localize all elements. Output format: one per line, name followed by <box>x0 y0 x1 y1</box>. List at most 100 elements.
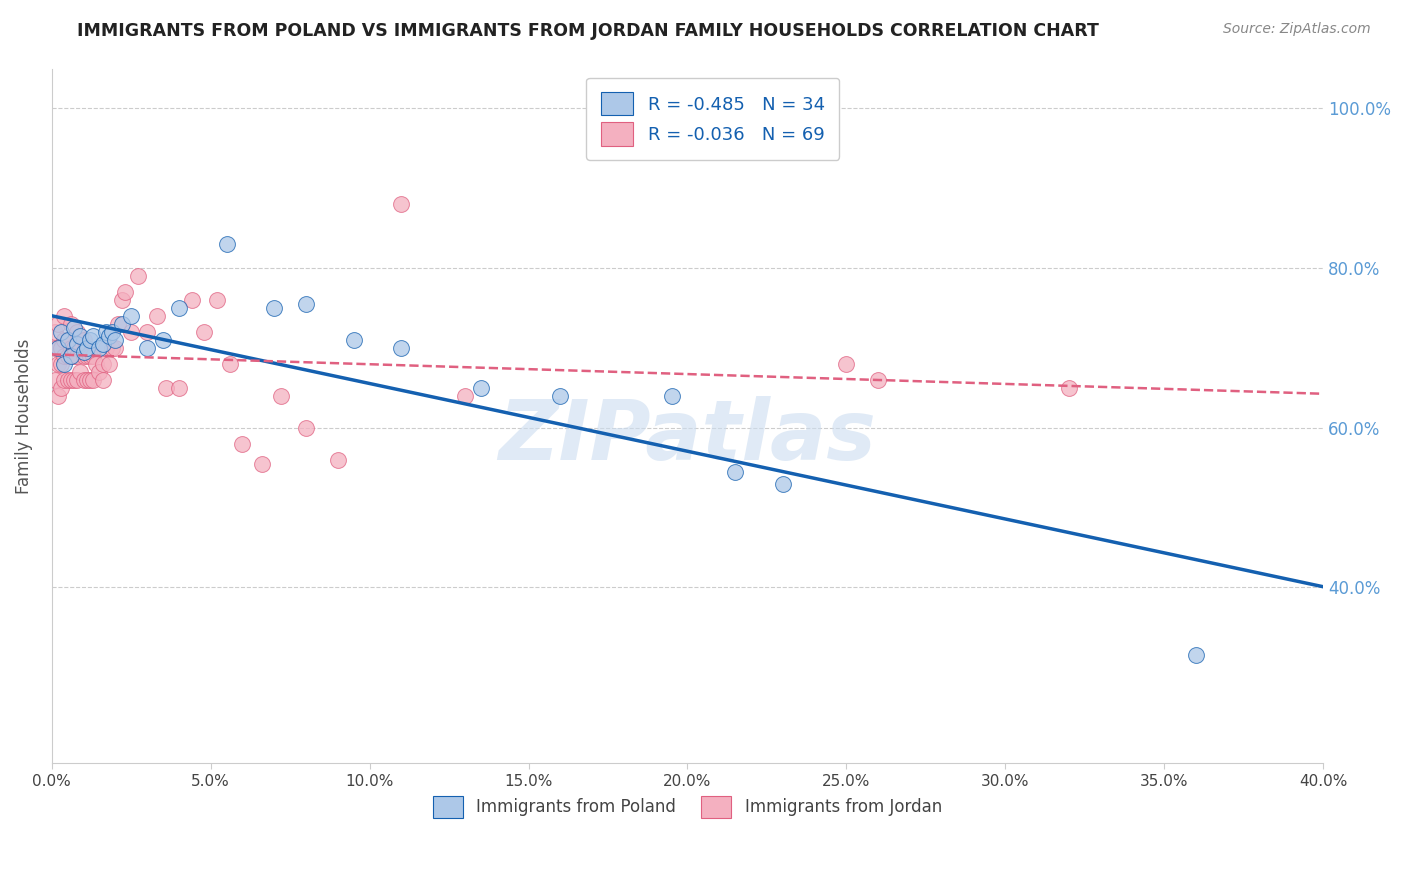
Point <box>101 325 124 339</box>
Point <box>46 341 69 355</box>
Point <box>136 325 159 339</box>
Point <box>51 325 73 339</box>
Point <box>835 357 858 371</box>
Point <box>94 325 117 339</box>
Text: ZIPatlas: ZIPatlas <box>499 396 876 477</box>
Point <box>270 389 292 403</box>
Point <box>97 357 120 371</box>
Point <box>56 333 79 347</box>
Text: Source: ZipAtlas.com: Source: ZipAtlas.com <box>1223 22 1371 37</box>
Point <box>724 465 747 479</box>
Point <box>94 341 117 355</box>
Point <box>72 349 94 363</box>
Point <box>59 349 82 363</box>
Point <box>218 357 240 371</box>
Point <box>155 381 177 395</box>
Point <box>69 329 91 343</box>
Point <box>205 293 228 307</box>
Point <box>79 333 101 347</box>
Point <box>454 389 477 403</box>
Point <box>63 341 86 355</box>
Legend: Immigrants from Poland, Immigrants from Jordan: Immigrants from Poland, Immigrants from … <box>426 789 949 824</box>
Point <box>167 301 190 315</box>
Point <box>111 293 134 307</box>
Point <box>63 321 86 335</box>
Point <box>46 317 69 331</box>
Point <box>76 349 98 363</box>
Point <box>59 349 82 363</box>
Point <box>53 309 76 323</box>
Point <box>193 325 215 339</box>
Point <box>79 373 101 387</box>
Point <box>56 333 79 347</box>
Point <box>120 325 142 339</box>
Point <box>66 349 89 363</box>
Point <box>56 373 79 387</box>
Point <box>1185 648 1208 663</box>
Point <box>46 341 69 355</box>
Point <box>66 325 89 339</box>
Point <box>231 436 253 450</box>
Point <box>53 349 76 363</box>
Point <box>59 341 82 355</box>
Point <box>72 345 94 359</box>
Point <box>470 381 492 395</box>
Point <box>343 333 366 347</box>
Point <box>326 452 349 467</box>
Point <box>69 341 91 355</box>
Point <box>104 341 127 355</box>
Point <box>250 457 273 471</box>
Point <box>91 357 114 371</box>
Point <box>91 373 114 387</box>
Point <box>661 389 683 403</box>
Point <box>152 333 174 347</box>
Point <box>53 333 76 347</box>
Point <box>89 365 111 379</box>
Point <box>104 333 127 347</box>
Point <box>44 325 66 339</box>
Point <box>44 373 66 387</box>
Point <box>114 285 136 299</box>
Point <box>84 357 107 371</box>
Point <box>59 317 82 331</box>
Point <box>53 357 76 371</box>
Point <box>44 341 66 355</box>
Point <box>868 373 890 387</box>
Point <box>91 337 114 351</box>
Point <box>63 349 86 363</box>
Point <box>76 341 98 355</box>
Point <box>89 341 111 355</box>
Point <box>263 301 285 315</box>
Point <box>51 341 73 355</box>
Point <box>180 293 202 307</box>
Point <box>82 329 104 343</box>
Point <box>107 317 129 331</box>
Point <box>51 381 73 395</box>
Point <box>101 341 124 355</box>
Point <box>72 333 94 347</box>
Point <box>295 421 318 435</box>
Point <box>97 329 120 343</box>
Point <box>66 373 89 387</box>
Point <box>56 349 79 363</box>
Point <box>1057 381 1080 395</box>
Point <box>127 269 149 284</box>
Point <box>46 357 69 371</box>
Point <box>136 341 159 355</box>
Point <box>111 317 134 331</box>
Point <box>389 341 412 355</box>
Point <box>389 197 412 211</box>
Point <box>76 373 98 387</box>
Text: IMMIGRANTS FROM POLAND VS IMMIGRANTS FROM JORDAN FAMILY HOUSEHOLDS CORRELATION C: IMMIGRANTS FROM POLAND VS IMMIGRANTS FRO… <box>77 22 1099 40</box>
Point <box>72 373 94 387</box>
Point <box>120 309 142 323</box>
Point <box>53 373 76 387</box>
Point <box>79 349 101 363</box>
Point <box>46 389 69 403</box>
Point <box>167 381 190 395</box>
Point <box>215 237 238 252</box>
Point <box>295 297 318 311</box>
Point <box>66 337 89 351</box>
Point <box>82 373 104 387</box>
Point <box>772 476 794 491</box>
